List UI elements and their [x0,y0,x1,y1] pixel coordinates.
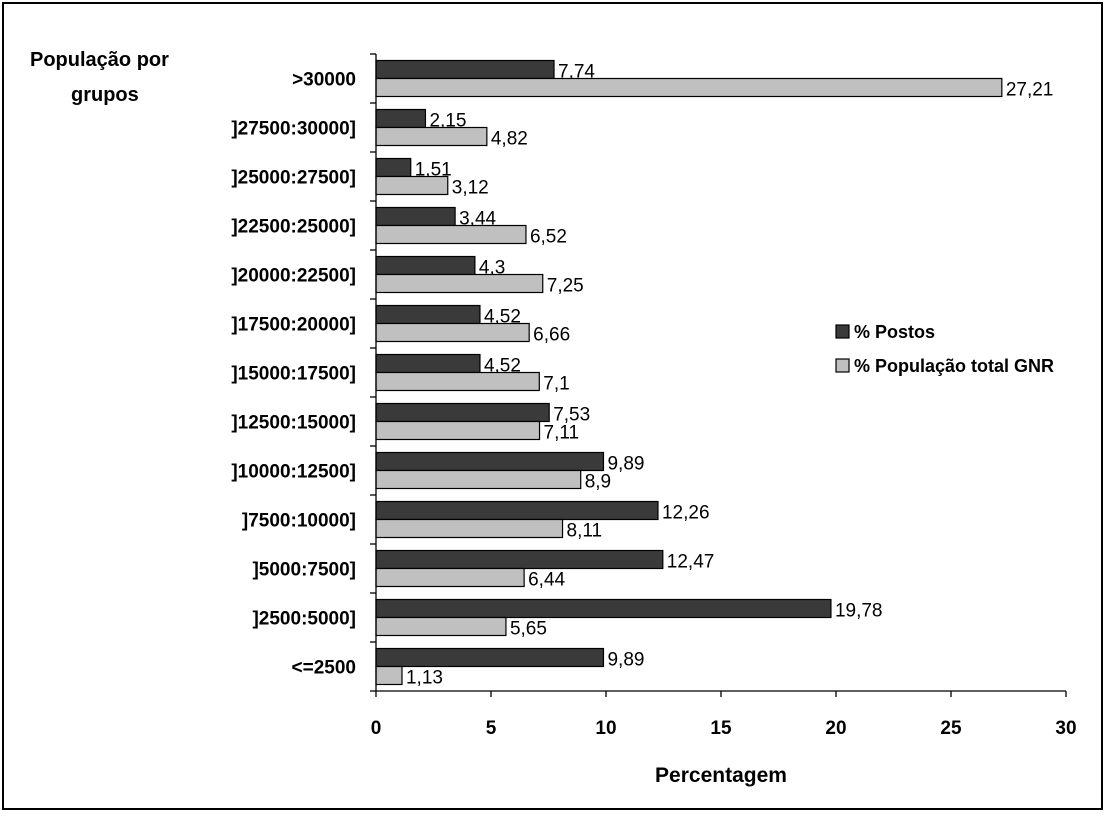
data-label: 8,11 [567,521,603,542]
legend: % Postos % População total GNR [835,322,1054,376]
bars: 9,891,1319,785,6512,476,4412,268,119,898… [375,59,1054,689]
category-label: ]17500:20000] [231,315,356,336]
category-label: ]7500:10000] [242,511,356,532]
category-label: <=2500 [292,658,356,679]
bar-postos [375,255,476,276]
legend-swatch [835,358,850,373]
data-label: 6,44 [528,570,565,591]
category-label: ]15000:17500] [231,364,356,385]
bar-populacao [375,616,507,637]
category-label: ]27500:30000] [231,119,356,140]
bar-postos [375,353,481,374]
data-label: 9,89 [607,454,644,475]
x-tick-label: 25 [940,718,962,739]
data-label: 4,52 [484,356,521,377]
data-label: 4,3 [479,258,505,279]
legend-label: % População total GNR [854,356,1054,376]
category-label: ]25000:27500] [231,168,356,189]
y-axis-title: População por grupos [30,49,169,106]
bar-populacao [375,126,488,147]
x-tick-label: 0 [371,718,382,739]
bar-populacao [375,77,1003,98]
data-label: 12,26 [662,503,710,524]
x-tick-label: 5 [486,718,497,739]
bar-populacao [375,175,449,196]
category-label: ]12500:15000] [231,413,356,434]
bar-postos [375,500,659,521]
bar-postos [375,598,832,619]
data-label: 1,13 [406,668,443,689]
bar-postos [375,647,605,668]
category-label: ]2500:5000] [252,609,356,630]
data-label: 5,65 [510,619,547,640]
bar-postos [375,59,555,80]
bar-postos [375,549,664,570]
bar-populacao [375,273,544,294]
data-label: 7,11 [544,423,580,444]
data-label: 7,74 [558,62,595,83]
bar-populacao [375,469,582,490]
bar-postos [375,206,456,227]
bar-populacao [375,322,530,343]
category-label: ]20000:22500] [231,266,356,287]
bar-populacao [375,567,525,588]
data-label: 2,15 [429,111,466,132]
data-label: 8,9 [585,472,611,493]
data-label: 12,47 [667,552,715,573]
bar-postos [375,451,605,472]
x-tick-label: 30 [1055,718,1076,739]
data-label: 1,51 [415,160,452,181]
x-tick-label: 15 [710,718,732,739]
data-label: 3,12 [452,178,489,199]
x-tick-label: 10 [595,718,616,739]
bar-populacao [375,518,564,539]
bar-populacao [375,224,527,245]
category-label: ]10000:12500] [231,462,356,483]
data-label: 4,82 [491,129,528,150]
bar-postos [375,304,481,325]
data-label: 7,1 [543,374,569,395]
bar-postos [375,157,412,178]
data-label: 9,89 [607,650,644,671]
data-label: 7,53 [553,405,590,426]
data-label: 4,52 [484,307,521,328]
bar-populacao [375,665,403,686]
bar-populacao [375,420,541,441]
bar-chart: População por grupos 9,89 1,13 19,78 5,65 12,… [30,49,1077,787]
bar-populacao [375,371,540,392]
data-label: 27,21 [1006,80,1054,101]
y-axis-title-line: População por [30,49,169,71]
legend-swatch [835,324,850,339]
y-axis-title-line: grupos [71,84,139,106]
category-label: >30000 [292,70,356,91]
data-label: 6,52 [530,227,567,248]
x-axis-title: Percentagem [655,764,787,787]
data-label: 6,66 [533,325,570,346]
axes: <=2500 ]2500:5000] ]5000:7500] ]7500:10000]… [231,53,1077,739]
data-label: 3,44 [459,209,496,230]
bar-postos [375,402,550,423]
category-label: ]22500:25000] [231,217,356,238]
data-label: 7,25 [547,276,584,297]
x-tick-label: 20 [825,718,846,739]
data-label: 19,78 [835,601,883,622]
bar-postos [375,108,427,129]
category-label: ]5000:7500] [252,560,356,581]
legend-label: % Postos [854,322,935,342]
